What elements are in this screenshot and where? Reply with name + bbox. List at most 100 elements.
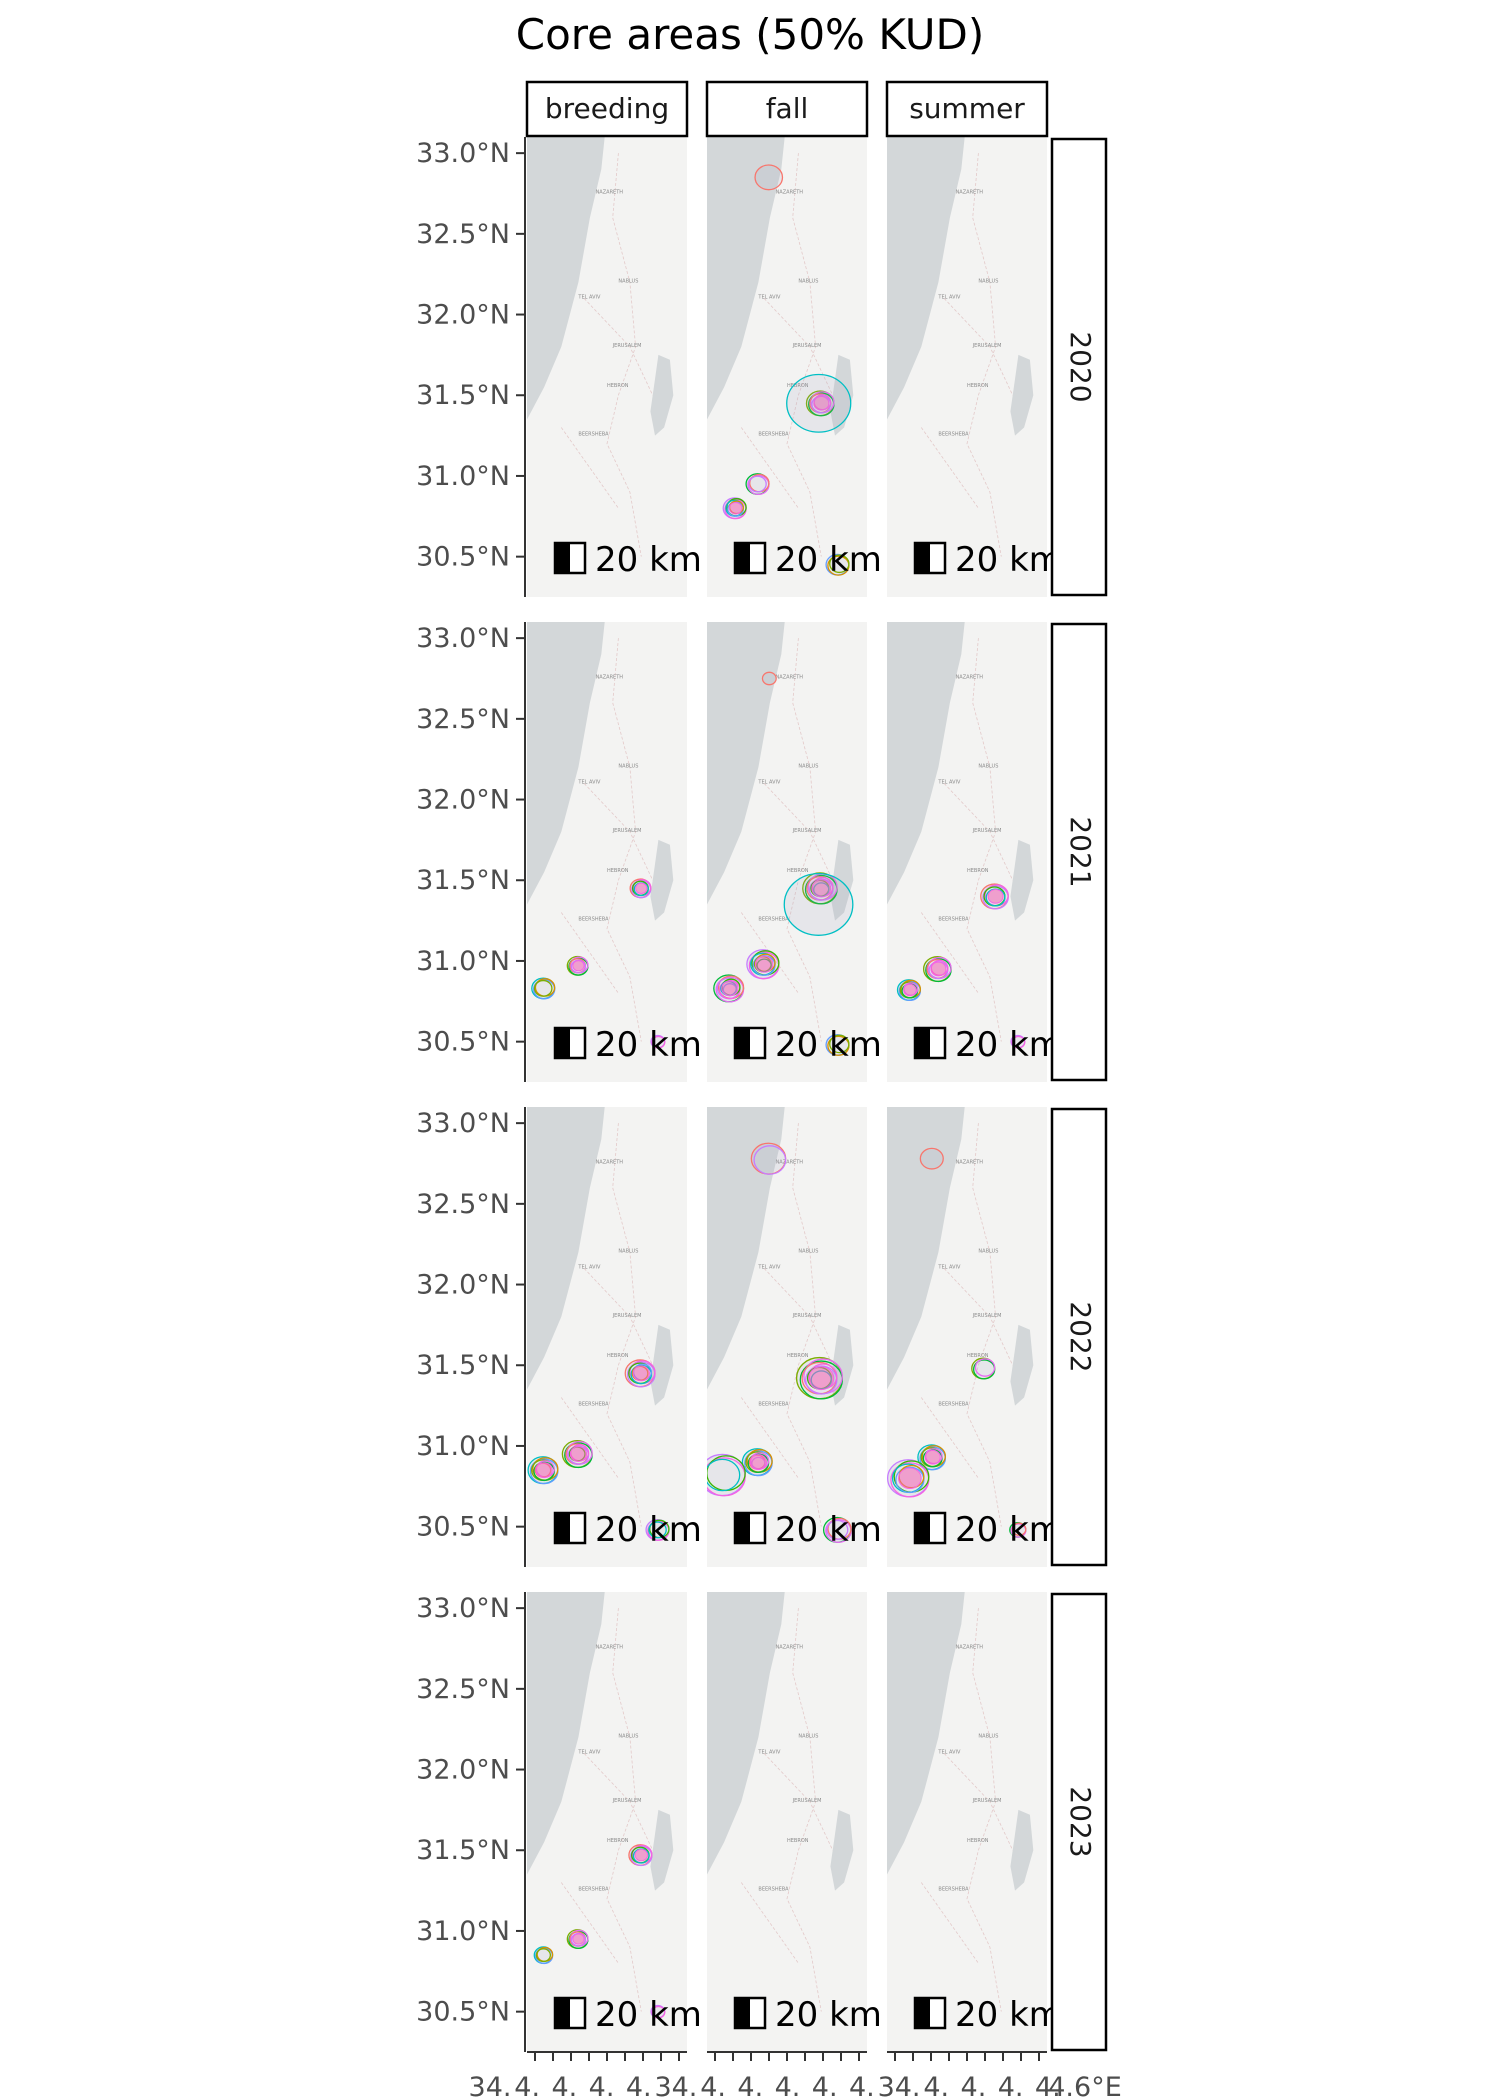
kud-cluster bbox=[783, 872, 854, 936]
kud-core-fill bbox=[749, 1454, 768, 1471]
map-place-label: HEBRON bbox=[607, 868, 629, 874]
map-border-line bbox=[943, 298, 1014, 396]
scale-bar: 20 km bbox=[733, 1995, 882, 2035]
scale-bar-fill bbox=[915, 1513, 930, 1543]
map-place-label: NAZARETH bbox=[956, 1159, 984, 1165]
map-place-label: JERUSALEM bbox=[792, 1313, 822, 1319]
kud-contour bbox=[829, 554, 850, 574]
kud-cluster bbox=[629, 878, 652, 899]
scale-bar-fill bbox=[915, 1998, 930, 2028]
map-place-label: NABLUS bbox=[978, 1248, 998, 1254]
scale-bar-label: 20 km bbox=[775, 540, 882, 580]
panel-2022-summer: NAZARETH TEL AVIV NABLUS JERUSALEM BEERSHEBA… bbox=[887, 1107, 1062, 1567]
map-place-label: TEL AVIV bbox=[937, 294, 961, 300]
scale-bar-fill bbox=[555, 543, 570, 573]
map-place-label: NABLUS bbox=[798, 1248, 818, 1254]
y-tick-label: 32.0°N bbox=[416, 785, 510, 816]
y-tick-label: 31.5°N bbox=[416, 865, 510, 896]
y-tick-label: 30.5°N bbox=[416, 1512, 510, 1543]
scale-bar-fill bbox=[735, 543, 750, 573]
kud-contour bbox=[1011, 1522, 1027, 1536]
map-place-label: BEERSHEBA bbox=[578, 917, 609, 923]
scale-bar-fill bbox=[915, 1028, 930, 1058]
map-sea bbox=[707, 137, 785, 420]
map-border-line bbox=[966, 153, 1002, 557]
x-tick-label: 4. bbox=[812, 2072, 838, 2100]
map-sea bbox=[527, 1107, 605, 1390]
map-place-label: HEBRON bbox=[607, 383, 629, 389]
kud-cluster bbox=[561, 1439, 593, 1469]
y-tick-label: 32.0°N bbox=[416, 1270, 510, 1301]
scale-bar: 20 km bbox=[733, 540, 882, 580]
kud-cluster bbox=[754, 164, 784, 191]
kud-cluster bbox=[713, 974, 745, 1003]
strip-summer: summer bbox=[885, 80, 1049, 138]
strip-label: 2023 bbox=[1064, 1786, 1097, 1857]
map-place-label: TEL AVIV bbox=[757, 1749, 781, 1755]
map-border-line bbox=[966, 1608, 1002, 2012]
map-border-line bbox=[920, 427, 979, 509]
map-sea bbox=[527, 1592, 605, 1875]
scale-bar-label: 20 km bbox=[955, 1025, 1062, 1065]
panel-2022-breeding: NAZARETH TEL AVIV NABLUS JERUSALEM BEERSHEBA… bbox=[527, 1107, 702, 1567]
map-sea bbox=[887, 137, 965, 420]
kud-contour bbox=[829, 1034, 850, 1054]
kud-cluster bbox=[645, 1518, 670, 1541]
y-tick-label: 30.5°N bbox=[416, 1027, 510, 1058]
scale-bar-fill bbox=[735, 1998, 750, 2028]
panel-2020-breeding: NAZARETH TEL AVIV NABLUS JERUSALEM BEERSHEBA… bbox=[527, 137, 702, 597]
map-place-label: HEBRON bbox=[967, 1353, 989, 1359]
kud-cluster bbox=[741, 1448, 773, 1477]
map-place-label: NAZARETH bbox=[956, 189, 984, 195]
map-border-line bbox=[606, 638, 642, 1042]
scale-bar-fill bbox=[915, 543, 930, 573]
y-tick-label: 32.5°N bbox=[416, 1189, 510, 1220]
y-tick-label: 31.5°N bbox=[416, 380, 510, 411]
kud-core-fill bbox=[572, 1933, 585, 1945]
y-tick-label: 32.5°N bbox=[416, 219, 510, 250]
kud-cluster bbox=[527, 1456, 559, 1485]
map-place-label: JERUSALEM bbox=[612, 1313, 642, 1319]
kud-core-fill bbox=[728, 502, 743, 515]
map-border-line bbox=[606, 1608, 642, 2012]
map-border-line bbox=[943, 1268, 1014, 1366]
map-place-label: BEERSHEBA bbox=[758, 917, 789, 923]
map-border-line bbox=[943, 783, 1014, 881]
map-dead-sea bbox=[830, 1809, 854, 1891]
map-border-line bbox=[786, 1123, 822, 1527]
map-place-label: BEERSHEBA bbox=[758, 1402, 789, 1408]
kud-core-fill bbox=[898, 1467, 922, 1490]
map-border-line bbox=[740, 1882, 799, 1964]
kud-cluster bbox=[922, 956, 952, 983]
strip-label: breeding bbox=[545, 92, 669, 125]
scale-bar-fill bbox=[735, 1028, 750, 1058]
map-border-line bbox=[920, 1397, 979, 1479]
kud-core-fill bbox=[754, 955, 774, 973]
x-tick-label: 4.6°E bbox=[1048, 2072, 1122, 2100]
kud-contour bbox=[750, 1142, 787, 1175]
map-place-label: BEERSHEBA bbox=[938, 432, 969, 438]
map-border-line bbox=[560, 1882, 619, 1964]
strip-2020: 2020 bbox=[1050, 137, 1108, 597]
map-place-label: TEL AVIV bbox=[577, 1749, 601, 1755]
kud-cluster bbox=[761, 671, 777, 686]
x-tick-label: 4. bbox=[700, 2072, 726, 2100]
kud-cluster bbox=[825, 553, 850, 576]
y-tick-label: 32.5°N bbox=[416, 1674, 510, 1705]
y-tick-label: 33.0°N bbox=[416, 623, 510, 654]
kud-cluster bbox=[980, 883, 1009, 910]
map-dead-sea bbox=[1010, 1809, 1034, 1891]
scale-bar-label: 20 km bbox=[775, 1025, 882, 1065]
strip-2021: 2021 bbox=[1050, 622, 1108, 1082]
panel-2023-fall: NAZARETH TEL AVIV NABLUS JERUSALEM BEERSHEBA… bbox=[707, 1592, 882, 2052]
kud-contour bbox=[761, 671, 777, 686]
y-axis-2020: 33.0°N 32.5°N 32.0°N 31.5°N 31.0°N 30.5°N bbox=[416, 137, 526, 597]
scale-bar-label: 20 km bbox=[775, 1510, 882, 1550]
x-axis: 34. 4. 4. 4. 4. 34. 4. 4. 4. 4. 4. 34. 4. 4. 4. 4.4.6°E bbox=[469, 2051, 1122, 2100]
map-place-label: BEERSHEBA bbox=[938, 1402, 969, 1408]
map-sea bbox=[707, 1107, 785, 1390]
map-border-line bbox=[740, 427, 799, 509]
scale-bar: 20 km bbox=[553, 1025, 702, 1065]
kud-cluster bbox=[628, 1844, 653, 1867]
map-sea bbox=[527, 622, 605, 905]
